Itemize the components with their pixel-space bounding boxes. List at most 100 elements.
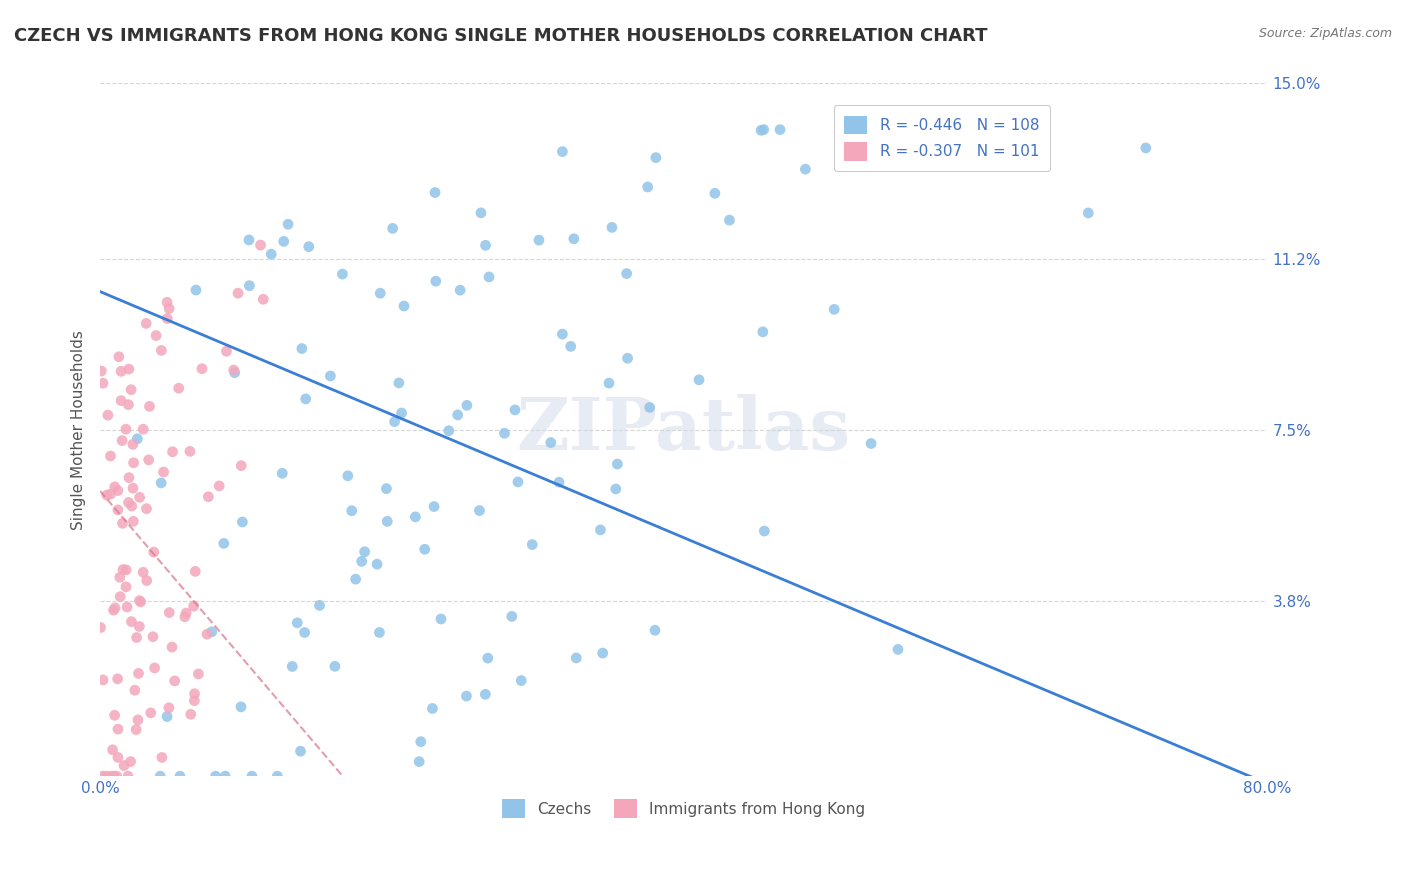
Point [548,475,571,490]
Point [128,619,150,633]
Point [183,693,205,707]
Point [391,406,413,420]
Point [169,769,191,783]
Point [336,468,359,483]
Point [214,769,236,783]
Point [115,422,138,436]
Point [290,744,312,758]
Point [540,435,562,450]
Text: CZECH VS IMMIGRANTS FROM HONG KONG SINGLE MOTHER HOUSEHOLDS CORRELATION CHART: CZECH VS IMMIGRANTS FROM HONG KONG SINGL… [14,27,987,45]
Point [605,482,627,496]
Point [409,734,432,748]
Point [449,283,471,297]
Point [167,381,190,395]
Point [101,743,124,757]
Point [117,398,139,412]
Point [138,453,160,467]
Point [174,606,197,620]
Point [384,415,406,429]
Point [108,570,131,584]
Point [96,488,118,502]
Point [503,403,526,417]
Point [117,495,139,509]
Point [423,500,446,514]
Point [128,491,150,505]
Point [425,274,447,288]
Point [222,363,245,377]
Point [183,599,205,614]
Point [160,640,183,654]
Point [388,376,411,390]
Point [474,238,496,252]
Point [344,572,367,586]
Point [215,344,238,359]
Point [644,624,666,638]
Point [231,515,253,529]
Point [139,706,162,720]
Point [375,514,398,528]
Point [187,667,209,681]
Point [120,755,142,769]
Point [115,600,138,615]
Point [1077,206,1099,220]
Point [281,659,304,673]
Point [111,516,134,531]
Point [104,600,127,615]
Point [156,311,179,326]
Point [644,151,666,165]
Point [468,503,491,517]
Point [794,162,817,177]
Point [703,186,725,201]
Point [156,709,179,723]
Point [456,398,478,412]
Point [240,769,263,783]
Point [197,490,219,504]
Point [112,758,135,772]
Point [179,444,201,458]
Point [224,366,246,380]
Point [110,590,132,604]
Point [616,267,638,281]
Point [122,437,145,451]
Point [125,631,148,645]
Point [124,683,146,698]
Point [769,122,792,136]
Point [208,479,231,493]
Point [319,369,342,384]
Point [180,707,202,722]
Point [273,235,295,249]
Point [271,467,294,481]
Point [231,458,253,473]
Point [308,599,330,613]
Point [392,299,415,313]
Point [162,444,184,458]
Point [565,651,588,665]
Point [89,620,111,634]
Point [592,646,614,660]
Point [118,362,141,376]
Point [368,625,391,640]
Point [100,487,122,501]
Legend: Czechs, Immigrants from Hong Kong: Czechs, Immigrants from Hong Kong [496,793,872,824]
Point [150,750,173,764]
Point [600,220,623,235]
Point [323,659,346,673]
Point [285,615,308,630]
Point [128,666,150,681]
Point [145,328,167,343]
Point [118,470,141,484]
Point [105,769,128,783]
Y-axis label: Single Mother Households: Single Mother Households [72,330,86,530]
Point [366,557,388,571]
Point [298,240,321,254]
Point [156,295,179,310]
Point [477,651,499,665]
Point [501,609,523,624]
Point [688,373,710,387]
Point [135,317,157,331]
Point [294,625,316,640]
Point [638,401,661,415]
Point [404,509,426,524]
Point [522,538,544,552]
Point [294,392,316,406]
